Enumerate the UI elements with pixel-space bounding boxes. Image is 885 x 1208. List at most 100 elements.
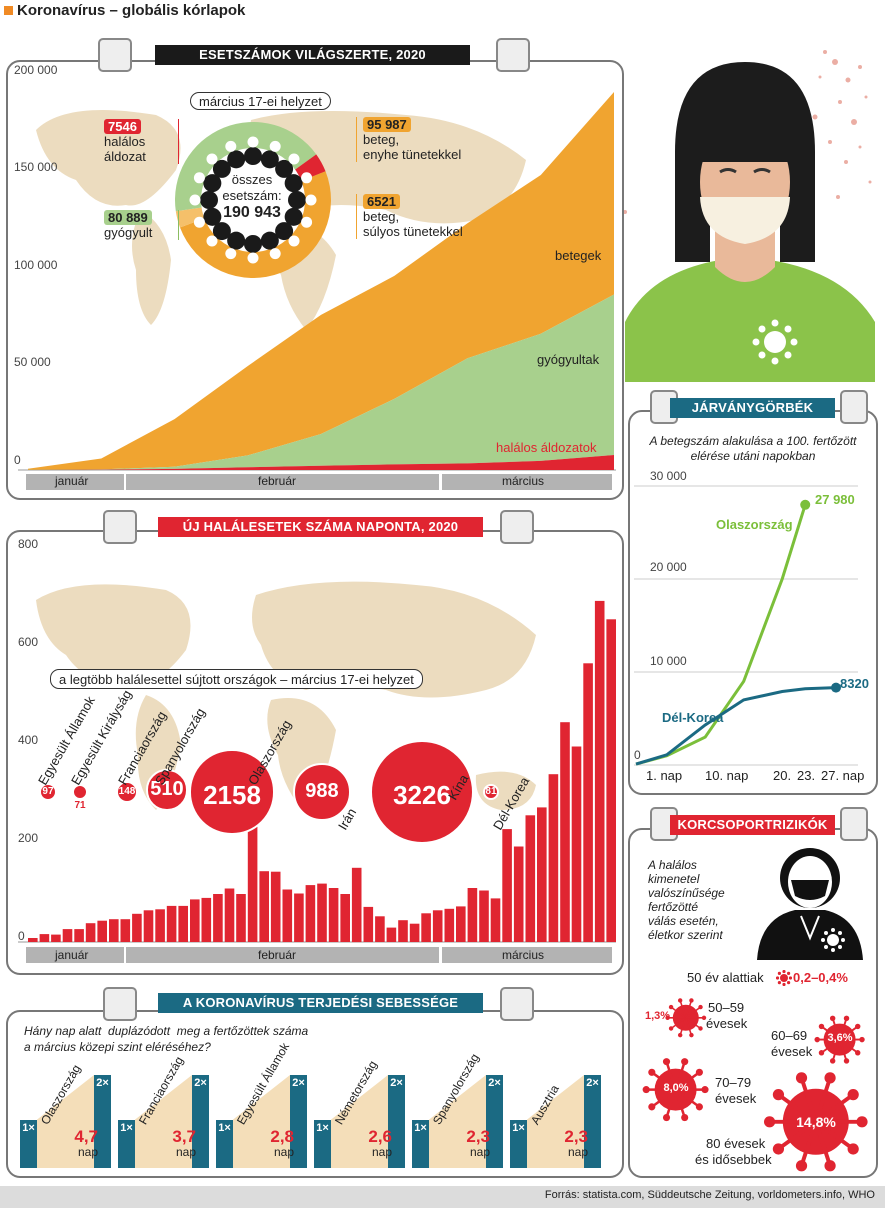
- virus-small-icon: [776, 970, 792, 986]
- virus-spike: [288, 153, 300, 165]
- virus-dot: [227, 231, 246, 250]
- one-times-bar: 1×: [20, 1120, 37, 1168]
- age-intro: A halálos kimenetel valószínűsége fertőz…: [648, 858, 725, 942]
- daily-ytick: 200: [18, 831, 39, 845]
- virus-spike: [301, 216, 313, 228]
- panel-clip: [840, 390, 868, 424]
- age-intro-line: kimenetel: [648, 872, 700, 886]
- daily-bar: [236, 894, 246, 942]
- recovered-callout: 80 889 gyógyult: [104, 210, 179, 240]
- country-value: 71: [74, 800, 86, 811]
- age-banner: KORCSOPORTRIZIKÓK: [670, 815, 835, 835]
- daily-bar: [386, 927, 397, 942]
- curve-xtick: 20.: [773, 768, 792, 783]
- cases-month: január: [55, 474, 89, 488]
- speed-question-1: Hány nap alatt duplázódott meg a fertőzö…: [24, 1024, 309, 1038]
- country-value: 81: [485, 786, 497, 797]
- age-intro-line: valószínűsége: [648, 886, 725, 900]
- panel-clip: [103, 510, 137, 544]
- speed-unit: nap: [175, 1145, 196, 1159]
- daily-bar: [178, 905, 188, 942]
- cases-ytick: 200 000: [14, 63, 58, 77]
- under50-label: 50 év alattiak: [687, 970, 764, 985]
- virus-spike: [206, 235, 218, 247]
- daily-bar: [155, 909, 165, 942]
- deaths-value: 7546: [104, 119, 141, 134]
- daily-bar: [190, 899, 200, 942]
- g4-label-2: és idősebbek: [695, 1152, 772, 1167]
- virus-spike: [193, 216, 205, 228]
- daily-bar: [456, 906, 466, 942]
- daily-bar: [259, 871, 269, 942]
- daily-bar: [432, 910, 443, 942]
- daily-bar: [594, 600, 605, 942]
- country-bubble: [146, 769, 188, 811]
- korea-value: 8320: [840, 676, 869, 691]
- g1-value: 1,3%: [645, 1010, 671, 1022]
- mild-value: 95 987: [363, 117, 411, 132]
- daily-bar: [340, 894, 350, 942]
- daily-bar: [560, 722, 570, 942]
- page-title: Koronavírus – globális kórlapok: [17, 2, 246, 19]
- age-virus-icon: [814, 1015, 866, 1065]
- dot-olaszorszag: [800, 499, 811, 510]
- curve-chart: [634, 485, 858, 766]
- footer-source: Forrás: statista.com, Süddeutsche Zeitun…: [544, 1189, 875, 1201]
- deaths-text-2: áldozat: [104, 149, 146, 164]
- curve-subtitle-2: elérése utáni napokban: [690, 449, 816, 463]
- two-times-bar: 2×: [94, 1075, 111, 1168]
- daily-bar: [201, 897, 212, 942]
- daily-bar: [525, 815, 536, 942]
- daily-bar: [224, 888, 235, 942]
- daily-bar: [421, 913, 431, 942]
- virus-dot: [260, 231, 279, 250]
- country-value: 2158: [203, 780, 261, 810]
- daily-bar: [97, 920, 107, 942]
- g3-label-1: 70–79: [715, 1075, 752, 1090]
- daily-bar: [513, 846, 524, 942]
- virus-dot: [212, 159, 231, 178]
- speed-value: 3,7: [172, 1127, 196, 1146]
- curve-ytick: 20 000: [650, 560, 687, 574]
- daily-bar: [51, 934, 61, 942]
- one-times-bar: 1×: [314, 1120, 331, 1168]
- panel-clip: [98, 38, 132, 72]
- country-value: 148: [118, 786, 136, 797]
- g3-label-2: évesek: [715, 1091, 757, 1106]
- virus-dot: [244, 235, 262, 253]
- cases-month: március: [502, 474, 545, 488]
- severe-callout: 6521 beteg, súlyos tünetekkel: [356, 194, 463, 239]
- daily-bar: [317, 883, 327, 942]
- daily-bar: [363, 906, 374, 942]
- daily-bar: [328, 888, 339, 942]
- severe-text-1: beteg,: [363, 209, 400, 224]
- cases-ytick: 0: [14, 453, 21, 467]
- virus-spike: [269, 248, 281, 260]
- dot-del-korea: [831, 682, 841, 693]
- deaths-text-1: halálos: [104, 134, 146, 149]
- one-times-bar: 1×: [412, 1120, 429, 1168]
- daily-bar: [571, 746, 582, 942]
- daily-bar: [606, 619, 616, 942]
- daily-bar: [294, 893, 304, 942]
- g2-label-1: 60–69: [771, 1028, 808, 1043]
- virus-spike: [305, 194, 317, 206]
- daily-bar: [247, 816, 258, 942]
- daily-bars: [28, 600, 616, 943]
- daily-bar: [270, 871, 281, 942]
- virus-spike: [288, 235, 300, 247]
- virus-spike: [247, 136, 259, 148]
- panel-clip: [103, 987, 137, 1021]
- panel-clip: [500, 987, 534, 1021]
- virus-spike: [225, 140, 237, 152]
- country-bubble: [370, 740, 474, 844]
- speed-unit: nap: [567, 1145, 588, 1159]
- one-times-bar: 1×: [118, 1120, 135, 1168]
- curve-xtick: 10. nap: [705, 768, 749, 783]
- cases-banner: ESETSZÁMOK VILÁGSZERTE, 2020: [155, 45, 470, 65]
- title-marker: [4, 6, 13, 15]
- daily-month: január: [55, 948, 89, 962]
- curve-xtick: 27. nap: [821, 768, 865, 783]
- status-label: március 17-ei helyzet: [190, 92, 331, 110]
- virus-spike: [301, 172, 313, 184]
